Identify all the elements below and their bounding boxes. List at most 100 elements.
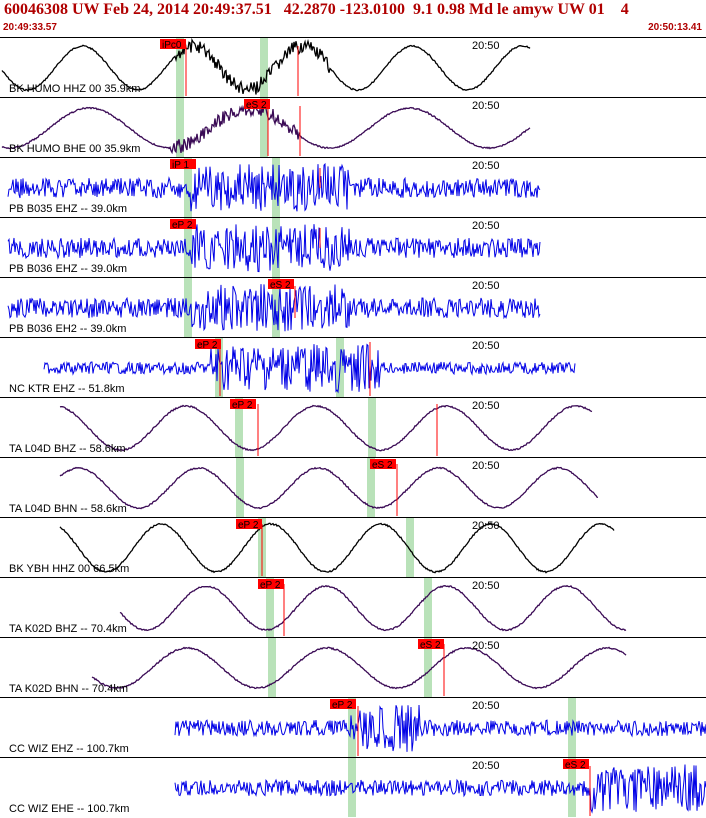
pick-flag-box [170,219,196,229]
pick-window-band [424,638,432,697]
trace-panel: eP 2 20:50 BK YBH HHZ 00 66.5km [0,517,706,577]
pick-flag-box [418,639,444,649]
channel-label: TA L04D BHN -- 58.6km [9,503,127,515]
pick-window-band [184,278,192,337]
time-tick-label: 20:50 [472,340,500,352]
time-tick-label: 20:50 [472,760,500,772]
pick-window-band [215,338,223,397]
time-tick-label: 20:50 [472,640,500,652]
trace-panel: iPc0 20:50 BK HUMO HHZ 00 35.9km [0,37,706,97]
phase-pick-flag[interactable]: eS 2 [244,99,270,111]
pick-flag-label: eP 2 [232,400,253,411]
seismic-trace [59,466,599,510]
pick-flag-label: eS 2 [565,760,586,771]
phase-pick-flag[interactable]: eP 2 [236,519,262,531]
channel-label: PB B036 EH2 -- 39.0km [9,323,127,335]
phase-pick-flag[interactable]: eP 2 [170,219,196,231]
time-tick-label: 20:50 [472,400,500,412]
time-tick-label: 20:50 [472,280,500,292]
pick-flag-label: eS 2 [246,100,267,111]
channel-label: BK HUMO BHE 00 35.9km [9,143,141,155]
pick-window-band [406,518,414,577]
phase-pick-flag[interactable]: iPc0 [160,39,186,51]
pick-flag-box [170,159,196,169]
trace-plot: eS 2 [1,98,531,157]
pick-window-band [176,38,184,97]
pick-window-band [184,158,192,217]
seismic-trace [1,38,531,95]
pick-window-band [260,98,268,157]
pick-window-band [260,38,268,97]
seismic-trace [174,764,706,814]
phase-pick-flag[interactable]: iP 1 [170,159,196,171]
channel-label: BK YBH HHZ 00 66.5km [9,563,130,575]
pick-window-band [236,458,244,517]
pick-window-band [368,398,376,457]
pick-window-band [367,458,375,517]
seismic-trace [59,522,615,574]
trace-panel: eP 2 20:50 TA K02D BHZ -- 70.4km [0,577,706,637]
seismic-trace [7,284,541,332]
pick-flag-box [563,759,589,769]
trace-plot: eP 2 [43,338,576,397]
trace-plot: eP 2 [174,698,706,757]
seismic-trace [119,584,627,632]
event-title: 60046308 UW Feb 24, 2014 20:49:37.51 42.… [4,1,629,18]
phase-pick-flag[interactable]: eS 2 [268,279,294,291]
trace-plot: eP 2 [7,218,541,277]
time-tick-label: 20:50 [472,160,500,172]
seismogram-panels: iPc0 20:50 BK HUMO HHZ 00 35.9km eS 2 20:50 B… [0,37,706,818]
pick-window-band [235,398,243,457]
pick-flag-box [370,459,396,469]
phase-pick-flag[interactable]: eP 2 [195,339,221,351]
trace-panel: eP 2 20:50 PB B036 EHZ -- 39.0km [0,217,706,277]
trace-plot: eP 2 [59,518,615,577]
time-tick-label: 20:50 [472,580,500,592]
time-tick-label: 20:50 [472,40,500,52]
trace-panel: eS 2 20:50 BK HUMO BHE 00 35.9km [0,97,706,157]
trace-panel: eS 2 20:50 TA K02D BHN -- 70.4km [0,637,706,697]
pick-flag-box [268,279,294,289]
phase-pick-flag[interactable]: eS 2 [418,639,444,651]
time-tick-label: 20:50 [472,220,500,232]
header-bar: 60046308 UW Feb 24, 2014 20:49:37.51 42.… [0,0,706,36]
seismic-trace [59,404,593,452]
channel-label: PB B036 EHZ -- 39.0km [9,263,127,275]
end-time-label: 20:50:13.41 [648,22,702,33]
trace-plot: eS 2 [174,758,706,817]
pick-flag-label: eS 2 [420,640,441,651]
seismic-trace [91,646,627,690]
channel-label: TA K02D BHZ -- 70.4km [9,623,127,635]
pick-flag-label: iP 1 [172,160,189,171]
channel-label: NC KTR EHZ -- 51.8km [9,383,125,395]
pick-flag-box [244,99,270,109]
channel-label: CC WIZ EHE -- 100.7km [9,803,130,815]
pick-flag-label: eP 2 [260,580,281,591]
seismic-trace [7,224,541,273]
phase-pick-flag[interactable]: eP 2 [330,699,356,711]
pick-window-band [176,98,184,157]
trace-panel: eP 2 20:50 CC WIZ EHZ -- 100.7km [0,697,706,757]
channel-label: PB B035 EHZ -- 39.0km [9,203,127,215]
seismic-trace [7,162,541,212]
pick-window-band [272,218,280,277]
pick-flag-label: eP 2 [238,520,259,531]
trace-plot: eS 2 [59,458,599,517]
pick-flag-box [230,399,256,409]
time-tick-label: 20:50 [472,460,500,472]
pick-flag-box [195,339,221,349]
trace-panel: eS 2 20:50 TA L04D BHN -- 58.6km [0,457,706,517]
pick-window-band [266,578,274,637]
trace-plot: eS 2 [7,278,541,337]
pick-window-band [268,638,276,697]
pick-window-band [272,278,280,337]
phase-pick-flag[interactable]: eP 2 [230,399,256,411]
trace-panel: eP 2 20:50 TA L04D BHZ -- 58.6km [0,397,706,457]
trace-plot: eP 2 [59,398,593,457]
trace-panel: eS 2 20:50 CC WIZ EHE -- 100.7km [0,757,706,817]
phase-pick-flag[interactable]: eP 2 [258,579,284,591]
phase-pick-flag[interactable]: eS 2 [563,759,589,771]
phase-pick-flag[interactable]: eS 2 [370,459,396,471]
pick-flag-label: eS 2 [372,460,393,471]
start-time-label: 20:49:33.57 [3,22,57,33]
